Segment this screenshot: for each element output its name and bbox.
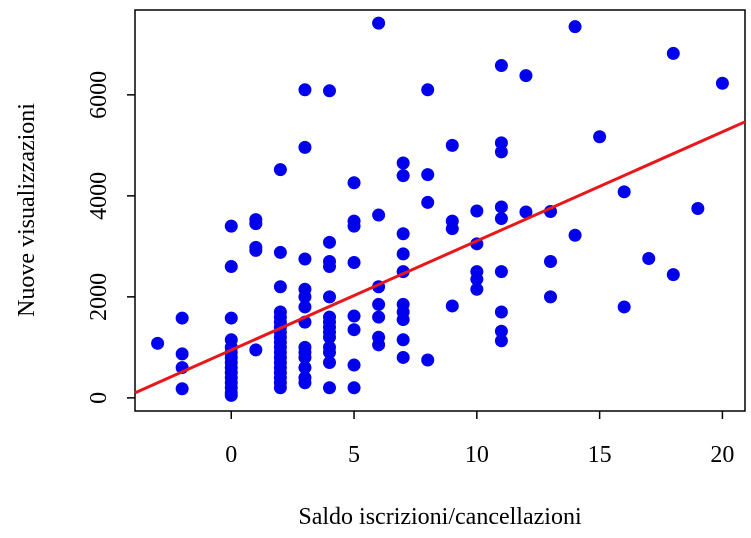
point	[421, 353, 435, 367]
point	[494, 200, 508, 214]
point	[494, 305, 508, 319]
point	[298, 140, 312, 154]
point	[347, 309, 361, 323]
point	[224, 219, 238, 233]
point	[298, 361, 312, 375]
point	[322, 290, 336, 304]
point	[372, 16, 386, 30]
point	[175, 311, 189, 325]
point	[470, 282, 484, 296]
point	[494, 324, 508, 338]
point	[298, 83, 312, 97]
point	[445, 299, 459, 313]
point	[396, 227, 410, 241]
point	[224, 388, 238, 402]
point	[347, 219, 361, 233]
point	[372, 310, 386, 324]
point	[273, 163, 287, 177]
plot-frame	[134, 9, 746, 412]
y-axis-title: Nuove visualizzazioni	[14, 103, 40, 317]
point	[445, 138, 459, 152]
point	[396, 247, 410, 261]
x-axis-title: Saldo iscrizioni/cancellazioni	[298, 504, 582, 530]
point	[568, 20, 582, 34]
point	[298, 252, 312, 266]
point	[322, 235, 336, 249]
point	[322, 356, 336, 370]
point	[298, 350, 312, 364]
point	[421, 168, 435, 182]
point	[347, 256, 361, 270]
y-tick-label: 2000	[86, 273, 112, 321]
point	[494, 212, 508, 226]
y-tick-label: 6000	[86, 71, 112, 119]
point	[519, 69, 533, 83]
point	[666, 46, 680, 60]
x-tick-label: 15	[588, 442, 612, 468]
point	[642, 251, 656, 265]
point	[396, 156, 410, 170]
x-tick-label: 10	[465, 442, 489, 468]
point	[273, 381, 287, 395]
point	[715, 76, 729, 90]
point	[298, 376, 312, 390]
point	[175, 347, 189, 361]
x-tick-label: 20	[710, 442, 734, 468]
point	[347, 358, 361, 372]
point	[151, 336, 165, 350]
point	[617, 300, 631, 314]
point	[322, 345, 336, 359]
point	[372, 338, 386, 352]
point	[396, 333, 410, 347]
point	[372, 297, 386, 311]
x-tick-label: 0	[225, 442, 237, 468]
point	[396, 350, 410, 364]
point	[322, 381, 336, 395]
point	[568, 228, 582, 242]
point	[347, 176, 361, 190]
point	[494, 145, 508, 159]
point	[421, 195, 435, 209]
x-tick-label: 5	[348, 442, 360, 468]
point	[494, 265, 508, 279]
point	[544, 255, 558, 269]
point	[544, 290, 558, 304]
y-tick-label: 4000	[86, 172, 112, 220]
point	[347, 381, 361, 395]
point	[322, 260, 336, 274]
point	[249, 217, 263, 231]
point	[372, 208, 386, 222]
point	[298, 290, 312, 304]
point	[273, 245, 287, 259]
point	[298, 300, 312, 314]
point	[224, 260, 238, 274]
point	[494, 334, 508, 348]
point	[249, 243, 263, 257]
point	[396, 313, 410, 327]
point	[519, 205, 533, 219]
point	[494, 59, 508, 73]
point	[175, 382, 189, 396]
fit-line	[134, 120, 746, 395]
point	[445, 222, 459, 236]
point	[396, 169, 410, 183]
y-tick-label: 0	[86, 392, 112, 404]
point	[593, 130, 607, 144]
point	[249, 343, 263, 357]
point	[322, 330, 336, 344]
point	[617, 185, 631, 199]
point	[691, 201, 705, 215]
point	[347, 323, 361, 337]
point	[470, 204, 484, 218]
point	[470, 272, 484, 286]
point	[273, 280, 287, 294]
point	[666, 268, 680, 282]
point	[322, 84, 336, 98]
point	[421, 83, 435, 97]
point	[224, 311, 238, 325]
point	[494, 136, 508, 150]
